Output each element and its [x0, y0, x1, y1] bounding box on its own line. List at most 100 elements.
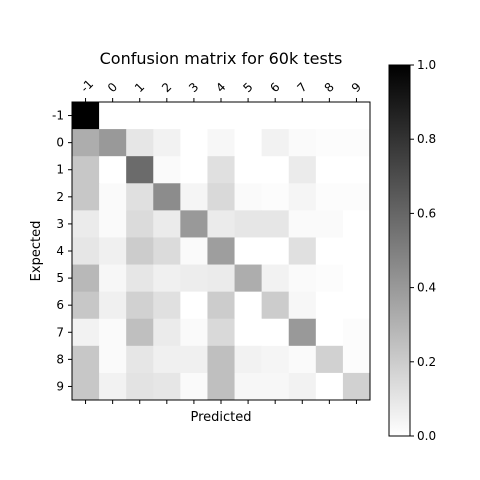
heatmap-cell [316, 292, 343, 319]
heatmap-cell [289, 156, 316, 183]
heatmap-cell [153, 319, 180, 346]
heatmap-cell [316, 183, 343, 210]
heatmap-cell [343, 183, 370, 210]
heatmap-cell [180, 265, 207, 292]
heatmap-cell [262, 210, 289, 237]
heatmap-cell [153, 183, 180, 210]
heatmap-cell [99, 129, 126, 156]
heatmap-cell [180, 183, 207, 210]
heatmap-cell [289, 102, 316, 129]
heatmap-cell [207, 129, 234, 156]
heatmap-cell [180, 156, 207, 183]
heatmap-cell [99, 373, 126, 400]
x-tick-label: 9 [349, 80, 364, 95]
x-tick-label: 0 [105, 80, 120, 95]
x-tick-label: 7 [294, 80, 309, 95]
heatmap-cell [180, 319, 207, 346]
heatmap-cell [316, 237, 343, 264]
heatmap-cell [180, 346, 207, 373]
heatmap-cell [153, 210, 180, 237]
heatmap-cell [289, 237, 316, 264]
heatmap-cell [289, 319, 316, 346]
heatmap-cell [99, 319, 126, 346]
heatmap-cell [207, 346, 234, 373]
colorbar-tick-label: 0.2 [417, 355, 436, 369]
colorbar-tick-label: 1.0 [417, 58, 436, 72]
heatmap-cell [99, 183, 126, 210]
heatmap-cell [207, 373, 234, 400]
y-tick-label: 0 [56, 136, 64, 150]
heatmap-cell [180, 210, 207, 237]
heatmap-cell [126, 102, 153, 129]
heatmap-cell [235, 102, 262, 129]
heatmap-cell [99, 210, 126, 237]
y-tick-label: 7 [56, 325, 64, 339]
heatmap-cell [126, 373, 153, 400]
y-tick-label: -1 [52, 109, 64, 123]
heatmap-cell [316, 265, 343, 292]
heatmap-cell [207, 319, 234, 346]
heatmap-cell [72, 102, 99, 129]
heatmap-cell [99, 102, 126, 129]
colorbar-tick-label: 0.0 [417, 429, 436, 443]
x-tick-label: 1 [132, 80, 147, 95]
heatmap-cell [235, 210, 262, 237]
y-tick-label: 3 [56, 217, 64, 231]
colorbar-ticks: 0.0 0.2 0.4 0.6 0.8 1.0 [410, 58, 436, 443]
heatmap-cell [72, 237, 99, 264]
heatmap-cell [126, 319, 153, 346]
heatmap-cell [153, 292, 180, 319]
heatmap-cell [72, 346, 99, 373]
heatmap-cell [343, 156, 370, 183]
heatmap-cell [180, 129, 207, 156]
heatmap-cell [316, 346, 343, 373]
heatmap-cell [262, 292, 289, 319]
heatmap-cell [99, 292, 126, 319]
heatmap-cell [153, 102, 180, 129]
heatmap-cell [235, 292, 262, 319]
heatmap-cell [343, 346, 370, 373]
colorbar-tick-label: 0.8 [417, 132, 436, 146]
heatmap-cell [289, 346, 316, 373]
chart-title: Confusion matrix for 60k tests [100, 49, 343, 68]
heatmap-cell [99, 265, 126, 292]
heatmap-cell [343, 319, 370, 346]
heatmap-cell [235, 237, 262, 264]
heatmap-cell [343, 237, 370, 264]
heatmap-cell [153, 156, 180, 183]
heatmap-cell [153, 237, 180, 264]
x-tick-label: 8 [322, 80, 337, 95]
heatmap-cell [126, 183, 153, 210]
heatmap-cell [343, 292, 370, 319]
heatmap-cell [126, 237, 153, 264]
heatmap-cell [153, 265, 180, 292]
heatmap-cell [180, 292, 207, 319]
heatmap-cell [72, 156, 99, 183]
heatmap-cell [72, 210, 99, 237]
heatmap-cell [289, 373, 316, 400]
heatmap-cell [126, 292, 153, 319]
colorbar [389, 65, 410, 436]
x-tick-label: -1 [78, 77, 96, 95]
heatmap-cell [262, 129, 289, 156]
y-axis-label: Expected [29, 221, 44, 282]
y-tick-label: 9 [56, 379, 64, 393]
heatmap-cell [343, 102, 370, 129]
heatmap-cell [99, 346, 126, 373]
heatmap-cell [289, 265, 316, 292]
x-tick-label: 4 [213, 80, 228, 95]
y-tick-label: 1 [56, 163, 64, 177]
heatmap-cell [235, 265, 262, 292]
heatmap-cell [207, 292, 234, 319]
heatmap-cell [153, 346, 180, 373]
heatmap-cell [343, 129, 370, 156]
heatmap-cell [126, 265, 153, 292]
heatmap-cell [72, 292, 99, 319]
heatmap-cell [72, 265, 99, 292]
heatmap-cell [180, 373, 207, 400]
heatmap-cell [316, 129, 343, 156]
heatmap-cell [207, 156, 234, 183]
y-tick-label: 4 [56, 244, 64, 258]
heatmap-cell [72, 183, 99, 210]
y-tick-label: 8 [56, 352, 64, 366]
